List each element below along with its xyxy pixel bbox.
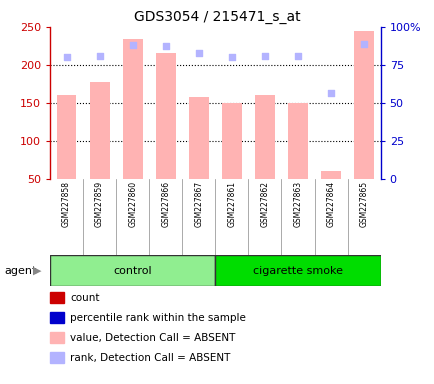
Point [195,50,202,56]
Text: agent: agent [4,266,36,276]
Text: GSM227864: GSM227864 [326,181,335,227]
Point [162,43,169,49]
Point [63,54,70,60]
Point [327,90,334,96]
Text: rank, Detection Call = ABSENT: rank, Detection Call = ABSENT [70,353,230,362]
Bar [221,103,241,179]
Text: GDS3054 / 215471_s_at: GDS3054 / 215471_s_at [134,10,300,23]
Text: GSM227862: GSM227862 [260,181,269,227]
Bar [287,103,307,179]
Bar [50,255,215,286]
Bar [155,53,175,179]
Bar [122,39,142,179]
Bar [89,82,109,179]
Point [261,53,268,59]
Point [129,42,136,48]
Text: percentile rank within the sample: percentile rank within the sample [70,313,246,323]
Text: GSM227860: GSM227860 [128,181,137,227]
Point [360,40,367,46]
Bar [254,95,274,179]
Text: GSM227858: GSM227858 [62,181,71,227]
Bar [188,98,208,179]
Text: ▶: ▶ [33,266,41,276]
Text: GSM227866: GSM227866 [161,181,170,227]
Text: count: count [70,293,100,303]
Bar [56,95,76,179]
Text: GSM227859: GSM227859 [95,181,104,227]
Point [294,53,301,59]
Text: value, Detection Call = ABSENT: value, Detection Call = ABSENT [70,333,235,343]
Point [96,53,103,59]
Text: control: control [113,266,151,276]
Bar [215,255,380,286]
Bar [353,31,373,179]
Bar [320,171,340,179]
Point [228,54,235,60]
Text: GSM227865: GSM227865 [359,181,368,227]
Text: cigarette smoke: cigarette smoke [253,266,342,276]
Text: GSM227863: GSM227863 [293,181,302,227]
Text: GSM227861: GSM227861 [227,181,236,227]
Text: GSM227867: GSM227867 [194,181,203,227]
